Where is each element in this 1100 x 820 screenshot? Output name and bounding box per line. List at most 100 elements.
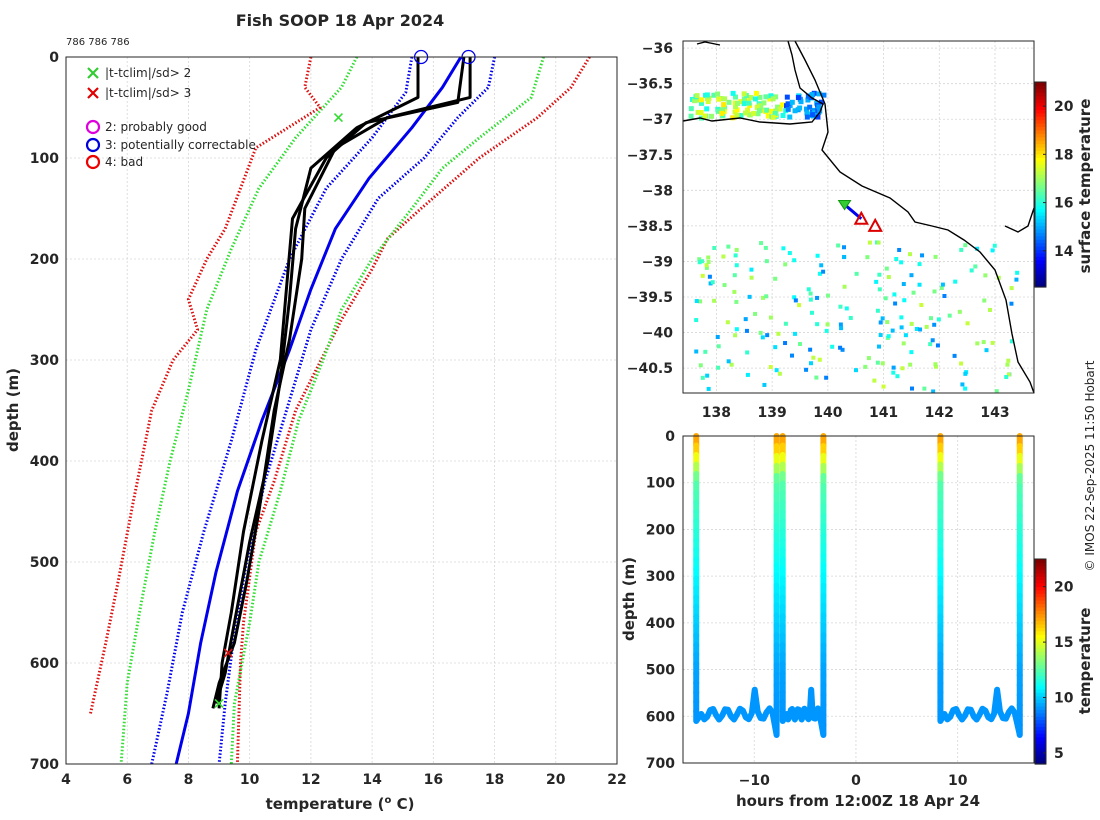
sst-pixel	[804, 367, 809, 372]
sst-pixel	[698, 299, 703, 304]
sst-pixel	[807, 104, 813, 110]
time-depth-colorbar-swatch	[1035, 627, 1046, 632]
time-depth-colorbar-swatch	[1035, 644, 1046, 649]
sst-pixel	[747, 294, 752, 299]
sst-pixel	[726, 99, 732, 105]
sst-pixel	[703, 349, 708, 354]
sst-pixel	[1009, 339, 1014, 344]
time-depth-colorbar-swatch	[1035, 596, 1046, 601]
sst-pixel	[708, 113, 714, 119]
sst-pixel	[931, 389, 936, 394]
sst-pixel	[706, 260, 711, 265]
sst-pixel	[768, 108, 774, 114]
sst-pixel	[840, 347, 845, 352]
sst-pixel	[783, 341, 788, 346]
sst-pixel	[809, 112, 815, 118]
sst-pixel	[688, 106, 694, 112]
sst-pixel	[1006, 372, 1011, 377]
time-depth-colorbar-swatch	[1035, 729, 1046, 734]
sst-pixel	[792, 108, 798, 114]
sst-pixel	[732, 94, 738, 100]
sst-pixel	[743, 317, 748, 322]
profile-y-axis-label: depth (m)	[4, 368, 22, 452]
map-colorbar-swatch	[1035, 164, 1046, 169]
sst-pixel	[790, 353, 795, 358]
time-depth-colorbar-tick-label: 20	[1054, 580, 1074, 596]
figure-title: Fish SOOP 18 Apr 2024	[236, 11, 445, 30]
time-depth-colorbar-swatch	[1035, 760, 1046, 765]
map-y-tick-label: −39.5	[627, 290, 673, 306]
sst-pixel	[761, 100, 767, 106]
sst-pixel	[839, 326, 844, 331]
sst-pixel	[738, 99, 744, 105]
profile-x-tick-label: 22	[607, 772, 626, 788]
map-y-tick-label: −40	[642, 326, 673, 342]
sst-pixel	[908, 252, 913, 257]
sst-pixel	[830, 344, 835, 349]
sst-pixel	[920, 253, 925, 258]
sst-pixel	[854, 271, 859, 276]
profile-x-axis-label: temperature (o C)	[266, 795, 415, 813]
sst-pixel	[884, 266, 889, 271]
sst-pixel	[694, 93, 700, 99]
profile-x-tick-label: 10	[240, 772, 260, 788]
sst-pixel	[853, 368, 858, 373]
sst-pixel	[808, 347, 813, 352]
sst-pixel	[700, 273, 705, 278]
profile-y-tick-label: 200	[30, 252, 59, 268]
sst-pixel	[994, 389, 999, 394]
sst-pixel	[715, 108, 721, 114]
map-colorbar-swatch	[1035, 201, 1046, 206]
time-depth-colorbar-tick-label: 10	[1054, 691, 1074, 707]
legend-label: 2: probably good	[105, 120, 207, 134]
map-colorbar-swatch	[1035, 198, 1046, 203]
sst-pixel	[789, 99, 795, 105]
time-depth-colorbar-swatch	[1035, 712, 1046, 717]
sst-pixel	[872, 378, 877, 383]
legend-label: 3: potentially correctable	[105, 138, 256, 152]
time-depth-colorbar-swatch	[1035, 675, 1046, 680]
map-colorbar-swatch	[1035, 102, 1046, 107]
coastline	[1004, 207, 1035, 233]
map-colorbar-swatch	[1035, 280, 1046, 285]
time-depth-x-axis-label: hours from 12:00Z 18 Apr 24	[736, 792, 980, 810]
map-colorbar-swatch	[1035, 85, 1046, 90]
sst-pixel	[975, 341, 980, 346]
sst-pixel	[733, 253, 738, 258]
sst-pixel	[694, 349, 699, 354]
sst-pixel	[716, 365, 721, 370]
sst-pixel	[824, 328, 829, 333]
sst-pixel	[745, 107, 751, 113]
sst-pixel	[773, 94, 779, 100]
sst-pixel	[797, 342, 802, 347]
time-depth-colorbar-swatch	[1035, 572, 1046, 577]
sst-pixel	[901, 341, 906, 346]
map-colorbar-swatch	[1035, 194, 1046, 199]
sst-pixel	[776, 331, 781, 336]
sst-pixel	[899, 325, 904, 330]
track-flag-marker	[853, 210, 869, 225]
sst-pixel	[754, 104, 760, 110]
map-colorbar-swatch	[1035, 140, 1046, 145]
sst-pixel	[895, 374, 900, 379]
profile-x-tick-label: 20	[546, 772, 566, 788]
profile-y-tick-label: 400	[30, 454, 59, 470]
map-x-tick-label: 141	[869, 405, 898, 421]
coastline	[696, 41, 721, 46]
sst-pixel	[747, 112, 753, 118]
sst-pixel	[716, 344, 721, 349]
sst-pixel	[1015, 270, 1020, 275]
sst-pixel	[932, 289, 937, 294]
time-depth-x-tick-label: 0	[851, 773, 861, 789]
map-colorbar-swatch	[1035, 126, 1046, 131]
sst-pixel	[715, 334, 720, 339]
sst-pixel	[706, 255, 711, 260]
profile-x-tick-label: 6	[122, 772, 132, 788]
sst-pixel	[730, 90, 736, 96]
map-colorbar-swatch	[1035, 88, 1046, 93]
time-depth-colorbar-swatch	[1035, 695, 1046, 700]
sst-pixel	[712, 245, 717, 250]
map-colorbar-swatch	[1035, 187, 1046, 192]
sst-pixel	[758, 330, 763, 335]
sst-pixel	[751, 110, 757, 116]
